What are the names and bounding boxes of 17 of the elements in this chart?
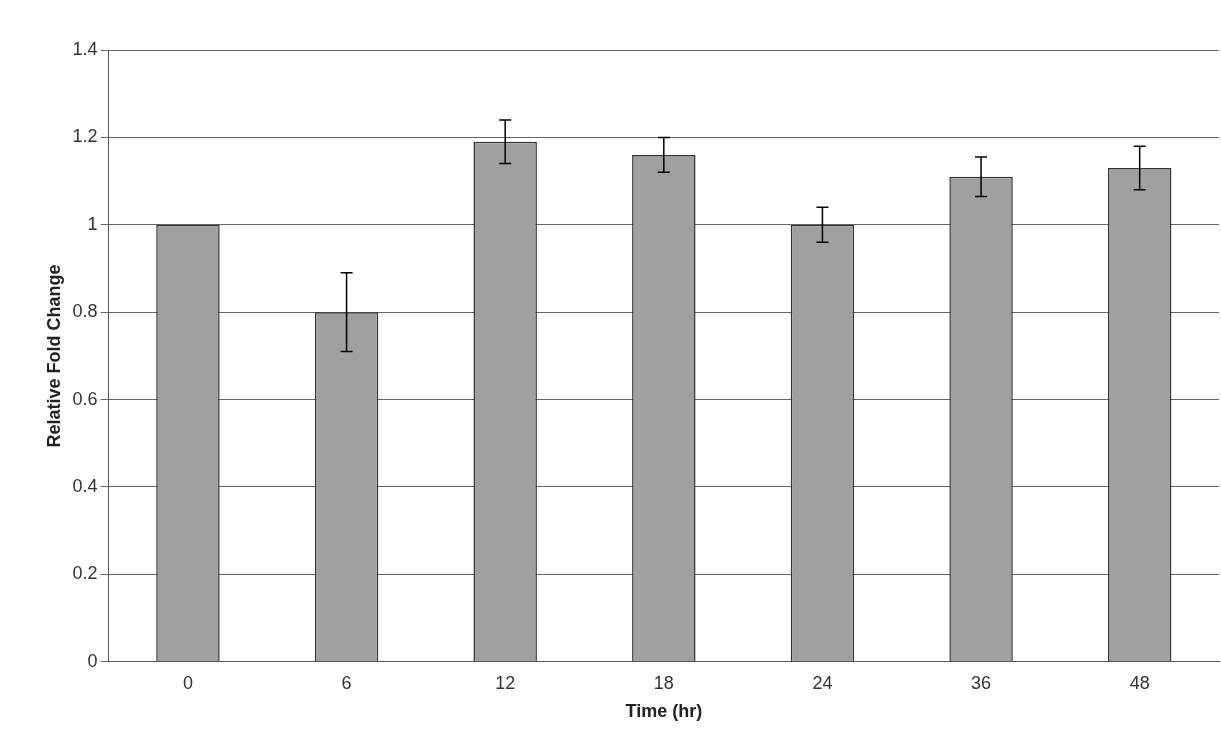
x-tick-label: 48 — [1129, 672, 1150, 693]
x-axis-title: Time (hr) — [625, 701, 703, 722]
y-tick-label: 0.8 — [72, 301, 98, 322]
y-tick-label: 1 — [87, 213, 98, 234]
x-tick-label: 18 — [653, 672, 674, 693]
x-tick-label: 36 — [971, 672, 992, 693]
y-tick-label: 0.4 — [72, 475, 98, 496]
x-tick-label: 0 — [182, 672, 193, 693]
y-tick-label: 0.6 — [72, 388, 98, 409]
y-tick-label: 0 — [87, 650, 98, 671]
x-tick-label: 6 — [341, 672, 352, 693]
x-tick-label: 12 — [495, 672, 516, 693]
y-tick-label: 1.2 — [72, 126, 98, 147]
y-axis-title: Relative Fold Change — [43, 264, 64, 448]
x-tick-label: 24 — [812, 672, 833, 693]
y-tick-label: 1.4 — [72, 38, 98, 59]
y-tick-label: 0.2 — [72, 563, 98, 584]
